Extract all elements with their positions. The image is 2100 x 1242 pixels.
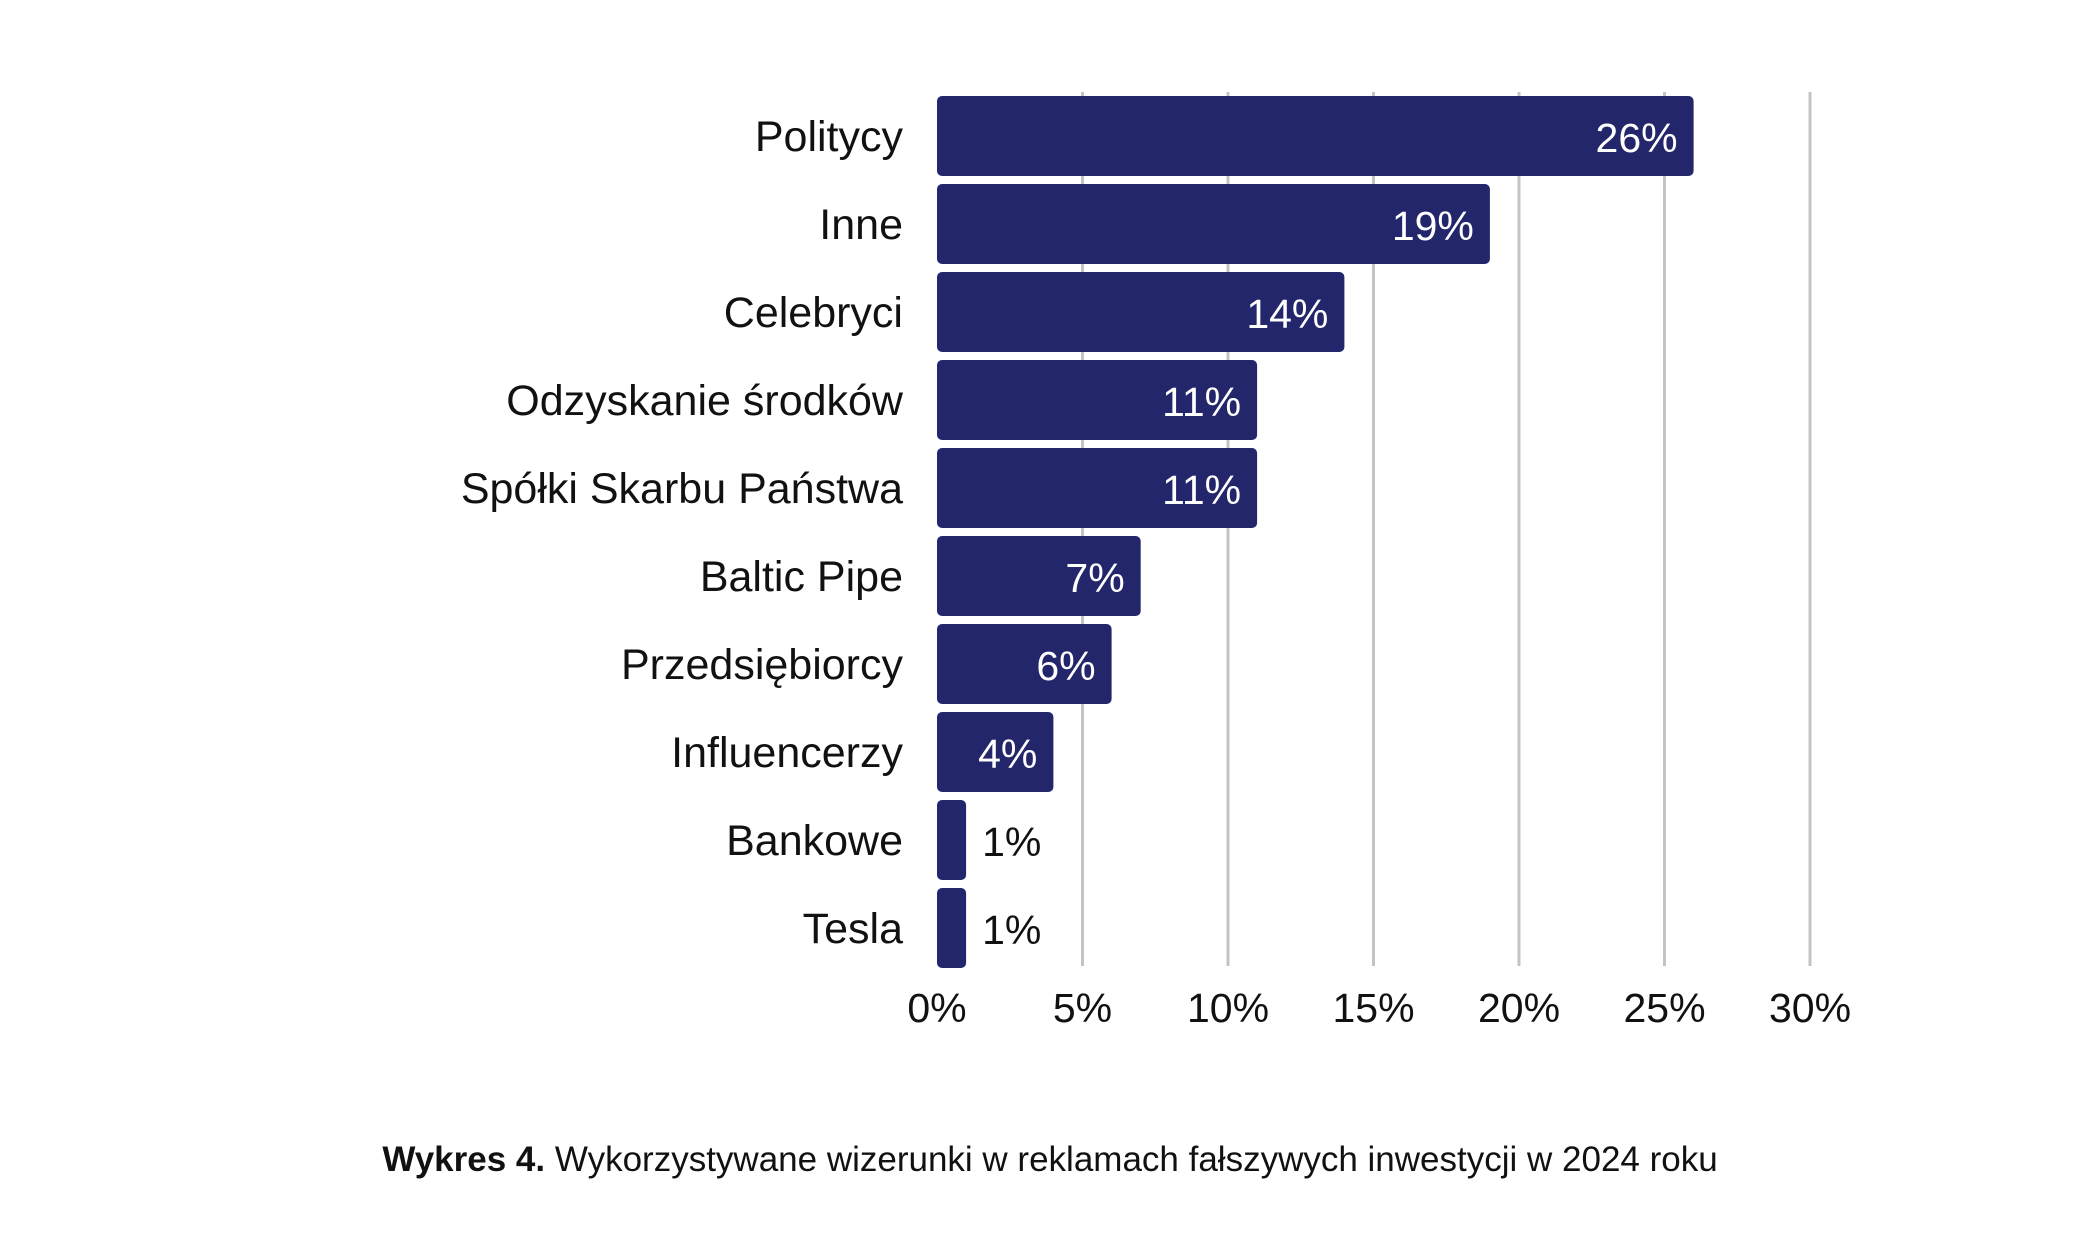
- x-axis-tick-labels: 0% 5% 10% 15% 20% 25% 30%: [907, 985, 1851, 1031]
- bar: [937, 536, 1141, 616]
- category-label: Inne: [819, 201, 903, 249]
- value-label: 4%: [978, 731, 1037, 777]
- bar: [937, 800, 967, 880]
- bar: [937, 624, 1112, 704]
- bar: [937, 272, 1345, 352]
- category-label: Spółki Skarbu Państwa: [461, 465, 903, 513]
- category-label: Politycy: [755, 113, 904, 161]
- category-label: Przedsiębiorcy: [621, 641, 903, 689]
- x-tick-label: 5%: [1053, 985, 1112, 1031]
- caption-prefix: Wykres 4.: [382, 1140, 546, 1179]
- value-label: 11%: [1162, 379, 1241, 425]
- caption-text: Wykorzystywane wizerunki w reklamach fał…: [554, 1140, 1718, 1179]
- value-label: 6%: [1036, 643, 1095, 689]
- figure-caption: Wykres 4. Wykorzystywane wizerunki w rek…: [0, 1140, 2100, 1180]
- bars: [937, 96, 1694, 968]
- x-tick-label: 15%: [1332, 985, 1414, 1031]
- x-tick-label: 20%: [1478, 985, 1560, 1031]
- category-label: Baltic Pipe: [700, 553, 903, 601]
- value-label: 26%: [1596, 115, 1678, 161]
- x-tick-label: 10%: [1187, 985, 1269, 1031]
- category-label: Tesla: [803, 905, 903, 953]
- value-label: 14%: [1246, 291, 1328, 337]
- bar: [937, 448, 1258, 528]
- bar: [937, 96, 1694, 176]
- category-labels: Politycy Inne Celebryci Odzyskanie środków S…: [461, 113, 904, 953]
- x-tick-label: 0%: [907, 985, 966, 1031]
- category-label: Influencerzy: [671, 729, 903, 777]
- category-label: Odzyskanie środków: [506, 377, 904, 425]
- value-label: 19%: [1392, 203, 1474, 249]
- value-label: 11%: [1162, 467, 1241, 513]
- x-tick-label: 30%: [1769, 985, 1851, 1031]
- value-label: 1%: [982, 907, 1041, 953]
- value-label: 1%: [982, 819, 1041, 865]
- value-labels: 26%19%14%11%11%7%6%4%1%1%: [978, 115, 1677, 953]
- bar: [937, 360, 1258, 440]
- bar: [937, 184, 1490, 264]
- category-label: Celebryci: [724, 289, 903, 337]
- value-label: 7%: [1065, 555, 1124, 601]
- bar: [937, 888, 967, 968]
- category-label: Bankowe: [726, 817, 903, 865]
- x-tick-label: 25%: [1623, 985, 1705, 1031]
- bar: [937, 712, 1054, 792]
